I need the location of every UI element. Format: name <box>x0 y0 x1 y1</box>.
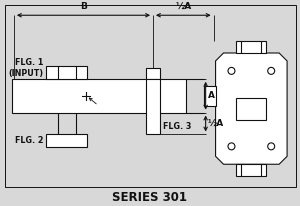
Bar <box>46 66 88 79</box>
Bar <box>46 135 88 147</box>
Text: B: B <box>80 2 87 11</box>
Text: FLG. 2: FLG. 2 <box>15 136 44 145</box>
Bar <box>146 79 160 135</box>
Text: ½A: ½A <box>175 2 191 11</box>
Bar <box>236 98 266 119</box>
Text: ½A: ½A <box>208 119 224 128</box>
Bar <box>204 86 216 106</box>
Polygon shape <box>216 53 287 164</box>
Bar <box>146 68 160 79</box>
Text: SERIES 301: SERIES 301 <box>112 191 187 204</box>
Text: FLG. 3: FLG. 3 <box>163 122 191 131</box>
Text: A: A <box>208 91 214 100</box>
Bar <box>236 41 266 53</box>
Text: FLG. 1
(INPUT): FLG. 1 (INPUT) <box>9 58 44 78</box>
Bar <box>236 164 266 176</box>
Bar <box>5 5 296 187</box>
Bar <box>12 79 186 113</box>
